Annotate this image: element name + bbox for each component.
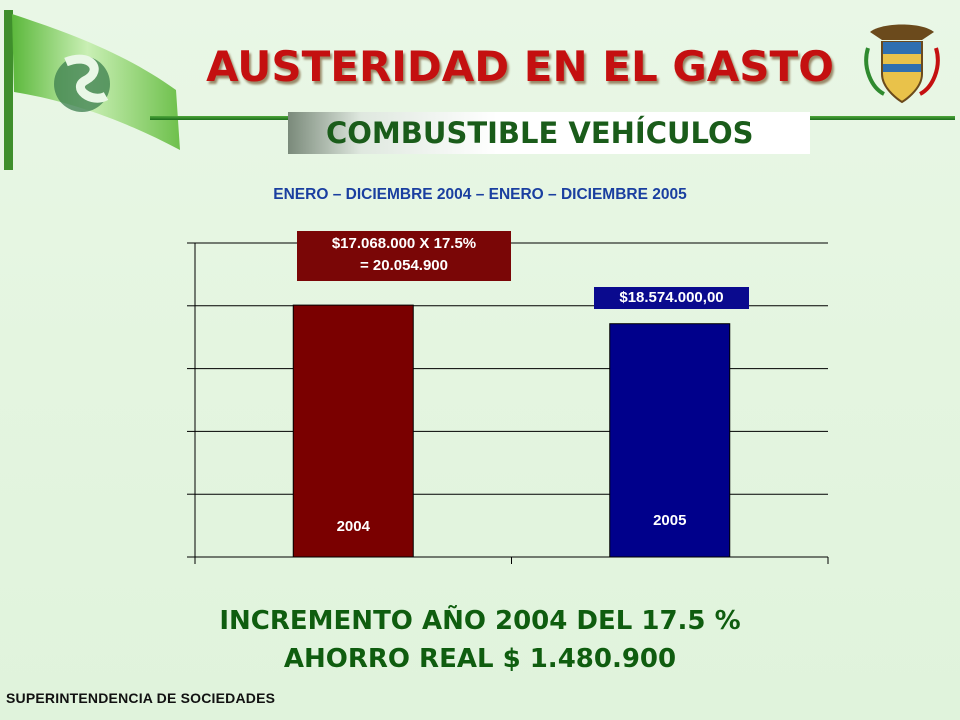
chart-grid: [195, 242, 828, 495]
page-subtitle: COMBUSTIBLE VEHÍCULOS: [326, 116, 754, 150]
bar-2005: [609, 323, 731, 558]
chart-category-labels: 2004 2005: [337, 512, 687, 535]
data-label-2005: $18.574.000,00: [594, 287, 749, 309]
chart-period: ENERO – DICIEMBRE 2004 – ENERO – DICIEMB…: [273, 186, 687, 203]
data-label-2004: $17.068.000 X 17.5% = 20.054.900: [297, 231, 511, 281]
chart-bars: [292, 304, 731, 558]
subtitle-band: [288, 112, 810, 154]
category-label-2005: 2005: [653, 512, 686, 529]
category-label-2004: 2004: [337, 518, 371, 535]
bar-2004: [292, 304, 414, 558]
summary-increment: INCREMENTO AÑO 2004 DEL 17.5 %: [219, 606, 741, 636]
data-label-line: = 20.054.900: [359, 257, 448, 274]
coat-of-arms-icon: [864, 24, 940, 104]
summary: INCREMENTO AÑO 2004 DEL 17.5 % AHORRO RE…: [120, 602, 840, 678]
page-title: AUSTERIDAD EN EL GASTO: [206, 42, 834, 91]
data-label-line: $17.068.000 X 17.5%: [331, 235, 477, 252]
footer-org: SUPERINTENDENCIA DE SOCIEDADES: [6, 690, 276, 706]
summary-savings: AHORRO REAL $ 1.480.900: [283, 644, 677, 674]
superintendencia-logo-icon: [4, 10, 180, 170]
